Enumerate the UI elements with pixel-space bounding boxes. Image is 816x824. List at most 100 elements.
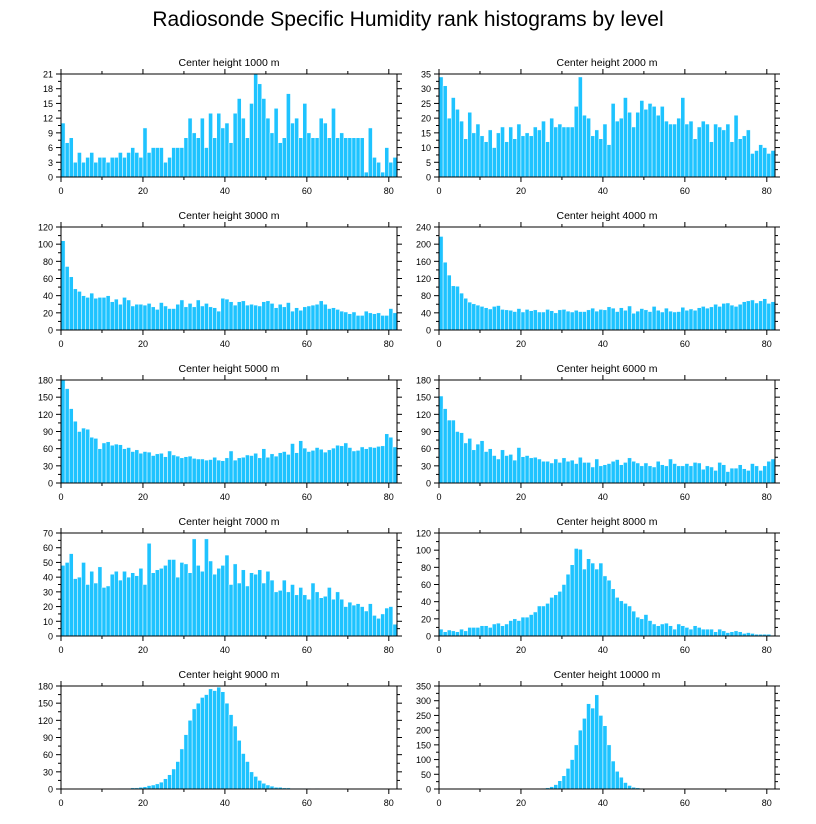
histogram-bar: [187, 572, 193, 637]
histogram-bar: [627, 605, 632, 637]
histogram-bar: [249, 572, 254, 637]
histogram-bar: [359, 137, 365, 178]
histogram-bar: [298, 137, 304, 178]
histogram-bar: [249, 771, 254, 790]
histogram-bar: [388, 162, 394, 178]
histogram-bar: [688, 465, 694, 484]
histogram-bar: [150, 455, 156, 484]
histogram-bar: [582, 568, 587, 637]
histogram-bar: [146, 543, 152, 637]
histogram-bar: [339, 445, 344, 484]
histogram-bar: [541, 311, 546, 331]
histogram-bar: [138, 304, 144, 331]
histogram-bar: [655, 625, 661, 637]
histogram-bar: [537, 129, 542, 178]
histogram-bar: [220, 691, 226, 790]
histogram-bar: [573, 744, 579, 790]
histogram-bar: [483, 141, 489, 178]
histogram-bar: [302, 306, 308, 331]
histogram-bar: [553, 126, 559, 178]
y-tick-label: 120: [38, 716, 53, 726]
histogram-bar: [343, 606, 349, 637]
histogram-bar: [619, 307, 624, 331]
histogram-bar: [709, 628, 714, 637]
histogram-bar: [754, 465, 759, 484]
histogram-bar: [60, 379, 66, 484]
y-tick-label: 200: [416, 726, 431, 736]
histogram-bar: [286, 454, 291, 484]
histogram-bar: [463, 297, 468, 331]
histogram-bar: [159, 147, 164, 178]
histogram-bar: [159, 302, 164, 331]
histogram-bar: [286, 591, 291, 637]
x-tick-label: 80: [384, 186, 394, 196]
histogram-bar: [737, 631, 743, 637]
histogram-bar: [81, 562, 86, 637]
panel-title: Center height 4000 m: [557, 210, 658, 222]
histogram-bar: [623, 603, 628, 637]
histogram-bar: [504, 309, 509, 331]
x-tick-label: 0: [58, 492, 63, 502]
histogram-bar: [598, 465, 604, 484]
histogram-bar: [265, 571, 271, 637]
histogram-bar: [471, 303, 477, 331]
histogram-bar: [668, 310, 673, 331]
histogram-bar: [331, 307, 336, 331]
histogram-bar: [459, 120, 464, 178]
histogram-bar: [762, 465, 768, 484]
histogram-bar: [643, 109, 649, 178]
histogram-bar: [220, 297, 226, 331]
histogram-bar: [508, 454, 514, 484]
histogram-bar: [179, 299, 185, 331]
histogram-bar: [282, 137, 287, 178]
x-tick-label: 20: [516, 645, 526, 655]
panel-title: Center height 2000 m: [557, 57, 658, 69]
histogram-bar: [606, 144, 612, 178]
histogram-bar: [249, 304, 254, 331]
histogram-bar: [60, 122, 66, 178]
y-tick-label: 10: [43, 617, 53, 627]
histogram-bar: [191, 458, 197, 484]
histogram-bar: [73, 288, 78, 331]
histogram-bar: [171, 768, 176, 790]
histogram-bar: [487, 627, 493, 637]
histogram-bar: [569, 759, 575, 790]
histogram-bar: [590, 562, 595, 637]
histogram-bar: [253, 304, 258, 331]
histogram-bar: [561, 126, 567, 178]
histogram-bar: [224, 298, 230, 331]
histogram-bar: [171, 308, 176, 331]
x-tick-label: 20: [138, 186, 148, 196]
x-tick-label: 80: [384, 645, 394, 655]
histogram-bar: [310, 137, 316, 178]
y-tick-label: 180: [38, 376, 53, 386]
histogram-bar: [372, 157, 377, 178]
histogram-bar: [208, 688, 213, 790]
histogram-bar: [118, 152, 123, 178]
histogram-bar: [167, 450, 172, 484]
histogram-bar: [171, 454, 176, 484]
histogram-bar: [339, 598, 344, 637]
histogram-bar: [512, 311, 518, 331]
histogram-bar: [228, 450, 234, 484]
y-tick-label: 20: [421, 114, 431, 124]
histogram-bar: [269, 303, 275, 331]
histogram-bar: [89, 571, 95, 637]
panel-title: Center height 7000 m: [179, 516, 280, 528]
histogram-bar: [750, 153, 755, 178]
histogram-bar: [664, 120, 669, 178]
histogram-bar: [253, 73, 258, 178]
histogram-bar: [676, 465, 682, 484]
histogram-bar: [664, 622, 669, 637]
histogram-bar: [565, 573, 571, 637]
histogram-bar: [709, 141, 714, 178]
histogram-bar: [327, 308, 332, 331]
histogram-bar: [565, 461, 571, 484]
histogram-bar: [85, 428, 90, 484]
histogram-bar: [228, 714, 234, 790]
histogram-bar: [318, 117, 324, 178]
histogram-bar: [331, 447, 336, 484]
histogram-bar: [314, 447, 320, 484]
histogram-bar: [126, 152, 131, 178]
x-tick-label: 20: [516, 798, 526, 808]
